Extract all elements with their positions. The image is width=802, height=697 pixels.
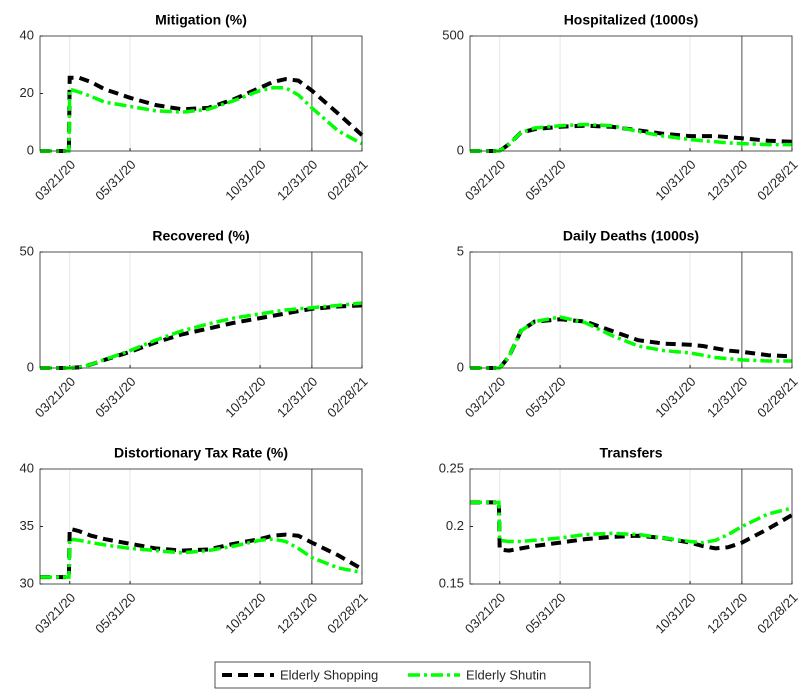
x-tick-label: 12/31/20 <box>274 157 320 203</box>
y-tick-label: 0 <box>457 359 464 374</box>
x-tick-label: 05/31/20 <box>92 590 138 636</box>
y-tick-label: 40 <box>20 460 34 475</box>
chart-title: Transfers <box>599 445 662 461</box>
x-tick-label: 02/28/21 <box>754 157 800 203</box>
y-tick-label: 0 <box>27 142 34 157</box>
legend-label: Elderly Shutin <box>466 667 546 682</box>
axes-box <box>469 251 793 369</box>
x-tick-label: 05/31/20 <box>92 374 138 420</box>
series-line <box>470 500 793 545</box>
y-tick-label: 50 <box>20 243 34 258</box>
x-tick-label: 10/31/20 <box>652 157 698 203</box>
x-tick-label: 03/21/20 <box>462 374 508 420</box>
x-tick-label: 02/28/21 <box>754 374 800 420</box>
x-tick-label: 03/21/20 <box>32 157 78 203</box>
x-tick-label: 12/31/20 <box>704 590 750 636</box>
series-line <box>40 301 363 370</box>
plot-area <box>40 36 362 151</box>
y-tick-label: 40 <box>20 27 34 42</box>
series-line <box>40 526 363 580</box>
chart-title: Distortionary Tax Rate (%) <box>114 445 288 461</box>
y-tick-label: 0.25 <box>439 460 464 475</box>
x-tick-label: 10/31/20 <box>652 374 698 420</box>
x-tick-label: 03/21/20 <box>32 374 78 420</box>
x-tick-label: 02/28/21 <box>324 590 370 636</box>
y-tick-label: 20 <box>20 85 34 100</box>
series-line <box>470 317 793 370</box>
y-tick-label: 0 <box>27 359 34 374</box>
axes-box <box>39 35 363 152</box>
chart-title: Hospitalized (1000s) <box>564 12 699 28</box>
x-tick-label: 03/21/20 <box>32 590 78 636</box>
series-line <box>470 315 792 370</box>
x-tick-label: 12/31/20 <box>274 374 320 420</box>
axes-box <box>469 468 793 585</box>
chart-title: Daily Deaths (1000s) <box>563 228 699 244</box>
series-line <box>40 537 363 579</box>
x-tick-label: 05/31/20 <box>522 374 568 420</box>
x-tick-label: 03/21/20 <box>462 590 508 636</box>
plot-area <box>470 469 792 584</box>
axes-box <box>39 251 363 369</box>
axes-box <box>39 468 363 585</box>
x-tick-label: 12/31/20 <box>704 374 750 420</box>
y-tick-label: 0 <box>457 142 464 157</box>
legend-box <box>214 661 591 689</box>
y-tick-label: 0.15 <box>439 575 464 590</box>
plot-area <box>470 252 792 368</box>
series-line <box>40 86 363 153</box>
x-tick-label: 12/31/20 <box>274 590 320 636</box>
x-tick-label: 02/28/21 <box>754 590 800 636</box>
x-tick-label: 03/21/20 <box>462 157 508 203</box>
y-tick-label: 0.2 <box>446 518 464 533</box>
x-tick-label: 05/31/20 <box>522 157 568 203</box>
x-tick-label: 10/31/20 <box>222 374 268 420</box>
x-tick-label: 05/31/20 <box>92 157 138 203</box>
chart-title: Mitigation (%) <box>155 12 247 28</box>
x-tick-label: 10/31/20 <box>222 157 268 203</box>
y-tick-label: 35 <box>20 518 34 533</box>
y-tick-label: 5 <box>457 243 464 258</box>
x-tick-label: 10/31/20 <box>652 590 698 636</box>
x-tick-label: 02/28/21 <box>324 157 370 203</box>
axes-box <box>469 35 793 152</box>
x-tick-label: 02/28/21 <box>324 374 370 420</box>
series-line <box>470 500 794 553</box>
chart-title: Recovered (%) <box>152 228 249 244</box>
series-line <box>40 75 364 153</box>
legend: Elderly Shopping Elderly Shutin <box>214 661 591 689</box>
x-tick-label: 10/31/20 <box>222 590 268 636</box>
plot-area <box>470 36 792 151</box>
series-line <box>40 303 363 370</box>
series-line <box>470 122 792 153</box>
x-tick-label: 05/31/20 <box>522 590 568 636</box>
x-tick-label: 12/31/20 <box>704 157 750 203</box>
legend-label: Elderly Shopping <box>280 667 378 682</box>
plot-area <box>40 469 362 584</box>
y-tick-label: 30 <box>20 575 34 590</box>
y-tick-label: 500 <box>442 27 464 42</box>
